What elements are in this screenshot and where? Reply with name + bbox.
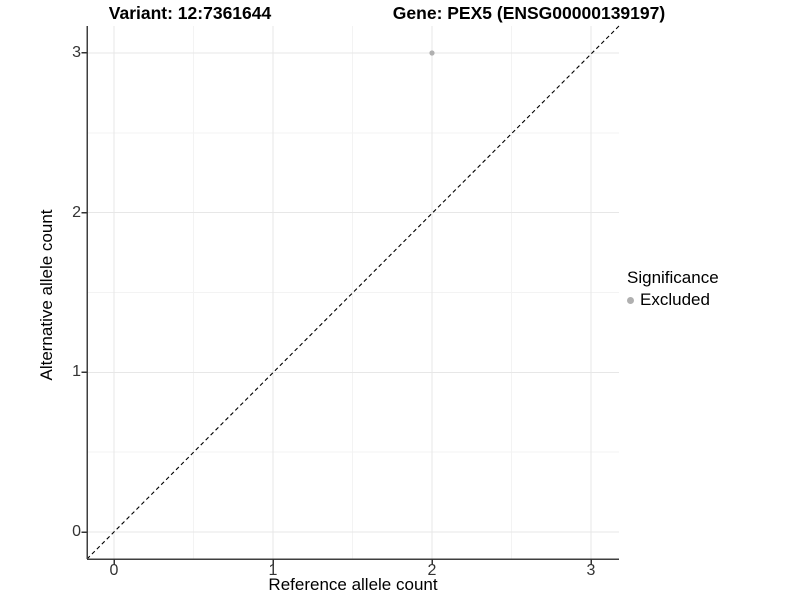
legend-point-icon	[627, 296, 634, 304]
x-tick-label: 1	[268, 562, 278, 579]
data-point	[429, 50, 435, 56]
plot-title-variant: Variant: 12:7361644	[108, 3, 272, 23]
plot-title-gene: Gene: PEX5 (ENSG00000139197)	[392, 3, 666, 23]
legend-title: Significance	[627, 268, 719, 287]
y-tick-label: 1	[72, 363, 81, 381]
legend: Significance Excluded	[627, 268, 719, 310]
x-tick-label: 3	[586, 562, 596, 579]
y-tick-label: 0	[72, 523, 81, 540]
x-tick-label: 0	[109, 562, 119, 579]
y-tick-label: 3	[72, 43, 81, 61]
x-tick-label: 2	[427, 562, 437, 579]
legend-item-label: Excluded	[640, 290, 710, 309]
legend-item: Excluded	[627, 290, 719, 310]
y-tick-label: 2	[72, 203, 81, 221]
y-axis-title: Alternative allele count	[37, 209, 56, 381]
x-axis-title: Reference allele count	[268, 575, 438, 594]
